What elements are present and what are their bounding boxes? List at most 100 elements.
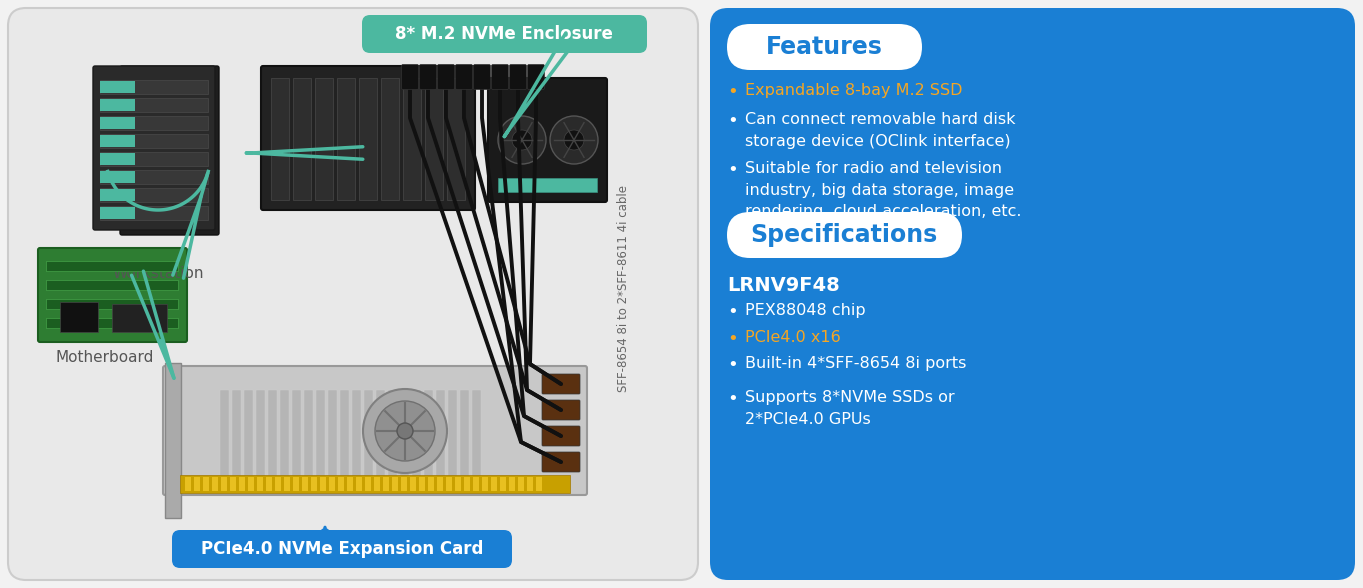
Bar (99, 117, 135, 129)
Bar (269, 390, 277, 485)
Bar (194, 477, 200, 491)
FancyBboxPatch shape (542, 400, 581, 420)
Circle shape (551, 116, 598, 164)
Bar (99, 134, 209, 148)
Bar (447, 78, 465, 200)
Text: Expandable 8-bay M.2 SSD: Expandable 8-bay M.2 SSD (746, 83, 962, 98)
Bar (500, 477, 506, 491)
Bar (472, 390, 481, 485)
Text: •: • (726, 161, 737, 179)
Bar (203, 477, 209, 491)
FancyBboxPatch shape (455, 65, 473, 89)
Bar (293, 477, 298, 491)
Bar (303, 477, 308, 491)
Bar (455, 477, 461, 491)
Bar (424, 390, 433, 485)
Bar (383, 477, 388, 491)
Bar (339, 390, 349, 485)
Bar (230, 477, 236, 491)
Bar (316, 390, 324, 485)
Bar (338, 477, 343, 491)
Bar (304, 390, 313, 485)
Bar (99, 98, 209, 112)
Bar (232, 390, 241, 485)
FancyBboxPatch shape (93, 66, 215, 230)
Bar (438, 477, 443, 491)
Bar (365, 477, 371, 491)
FancyBboxPatch shape (542, 426, 581, 446)
FancyBboxPatch shape (120, 66, 219, 235)
Bar (315, 78, 333, 200)
FancyBboxPatch shape (8, 8, 698, 580)
Bar (320, 477, 326, 491)
Bar (358, 78, 378, 200)
Text: LRNV9F48: LRNV9F48 (726, 276, 840, 295)
Bar (518, 477, 523, 491)
Text: •: • (726, 356, 737, 374)
Bar (483, 477, 488, 491)
FancyBboxPatch shape (402, 65, 418, 89)
Bar (284, 477, 290, 491)
Bar (99, 135, 135, 147)
Bar (60, 302, 98, 332)
Bar (388, 390, 397, 485)
Bar (99, 99, 135, 111)
Text: Suitable for radio and television
industry, big data storage, image
rendering, c: Suitable for radio and television indust… (746, 161, 1021, 219)
Bar (271, 78, 289, 200)
Bar (185, 477, 191, 491)
Circle shape (363, 389, 447, 473)
Bar (112, 304, 168, 332)
FancyBboxPatch shape (710, 8, 1355, 580)
FancyBboxPatch shape (172, 530, 512, 568)
Bar (239, 477, 245, 491)
Bar (248, 477, 254, 491)
Bar (279, 390, 289, 485)
Bar (99, 81, 135, 93)
Bar (165, 363, 181, 518)
FancyBboxPatch shape (492, 65, 508, 89)
FancyBboxPatch shape (164, 366, 587, 495)
Bar (293, 78, 311, 200)
Bar (497, 178, 597, 192)
Bar (213, 477, 218, 491)
Bar (46, 318, 179, 328)
Bar (275, 477, 281, 491)
Text: •: • (726, 390, 737, 408)
Bar (180, 475, 570, 493)
Bar (244, 390, 254, 485)
Text: Workstation: Workstation (112, 266, 203, 281)
Circle shape (397, 423, 413, 439)
Bar (473, 477, 478, 491)
Bar (99, 189, 135, 201)
Bar (393, 477, 398, 491)
Bar (425, 78, 443, 200)
FancyBboxPatch shape (260, 66, 474, 210)
FancyBboxPatch shape (527, 65, 544, 89)
Bar (99, 206, 209, 220)
Bar (403, 78, 421, 200)
FancyBboxPatch shape (438, 65, 454, 89)
Bar (46, 261, 179, 271)
Bar (292, 390, 301, 485)
Bar (99, 171, 135, 183)
Bar (99, 153, 135, 165)
FancyBboxPatch shape (542, 452, 581, 472)
Bar (46, 280, 179, 290)
Bar (337, 78, 354, 200)
Text: Built-in 4*SFF-8654 8i ports: Built-in 4*SFF-8654 8i ports (746, 356, 966, 371)
Bar (428, 477, 433, 491)
Bar (448, 390, 457, 485)
Text: SFF-8654 8i to 2*SFF-8611 4i cable: SFF-8654 8i to 2*SFF-8611 4i cable (617, 185, 631, 392)
Bar (99, 80, 209, 94)
FancyBboxPatch shape (542, 374, 581, 394)
Text: Can connect removable hard disk
storage device (OClink interface): Can connect removable hard disk storage … (746, 112, 1015, 149)
Text: Motherboard: Motherboard (56, 350, 154, 365)
Bar (410, 477, 416, 491)
Bar (348, 477, 353, 491)
Bar (266, 477, 273, 491)
FancyBboxPatch shape (488, 78, 607, 202)
Bar (356, 477, 363, 491)
Bar (99, 207, 135, 219)
Text: PCIe4.0 NVMe Expansion Card: PCIe4.0 NVMe Expansion Card (200, 540, 484, 558)
Circle shape (375, 401, 435, 461)
